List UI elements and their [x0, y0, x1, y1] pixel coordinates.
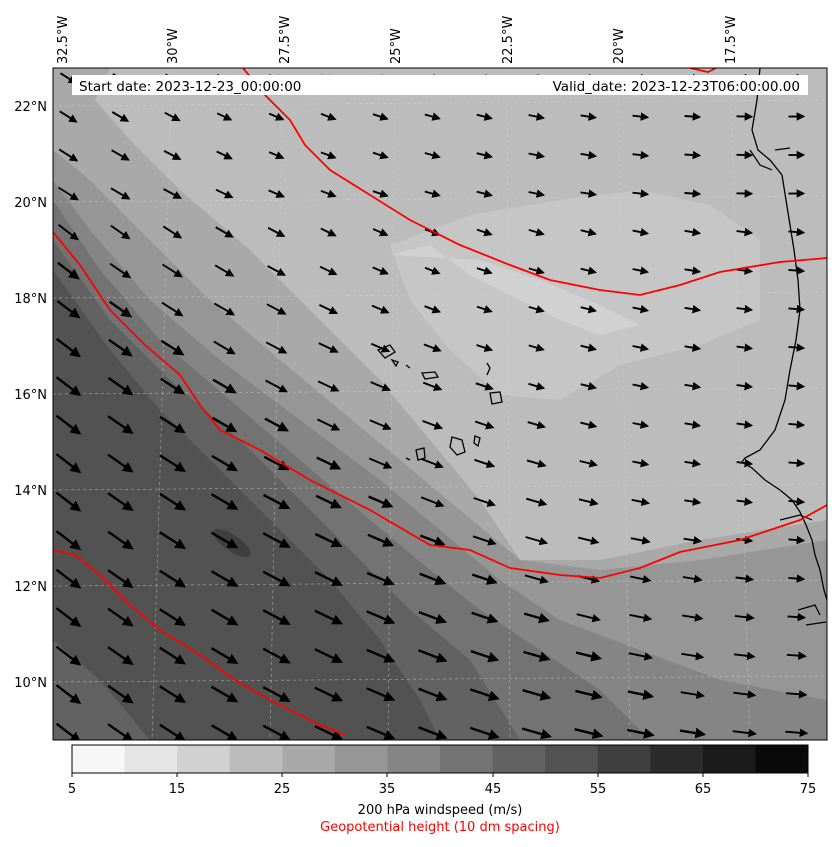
lat-label: 10°N	[14, 676, 47, 691]
wind-arrow	[789, 462, 804, 463]
colorbar-cell	[493, 745, 546, 773]
wind-arrow	[788, 616, 805, 617]
wind-arrow	[789, 347, 804, 348]
wind-arrow	[788, 578, 803, 579]
colorbar-cell	[650, 745, 703, 773]
colorbar: 5 15 25 35 45 55 65 75 200 hPa windspeed…	[68, 745, 816, 835]
start-date-label: Start date: 2023-12-23_00:00:00	[79, 79, 301, 95]
colorbar-tick-label: 55	[590, 782, 607, 797]
colorbar-label: 200 hPa windspeed (m/s)	[358, 803, 523, 818]
lat-label: 14°N	[14, 484, 47, 499]
colorbar-cell	[703, 745, 756, 773]
lat-label: 12°N	[14, 580, 47, 595]
colorbar-cell	[545, 745, 598, 773]
wind-arrow	[789, 424, 804, 425]
wind-arrow	[789, 385, 804, 386]
contour-legend-label: Geopotential height (10 dm spacing)	[320, 820, 560, 835]
colorbar-tick-label: 75	[800, 782, 817, 797]
lon-label: 17.5°W	[724, 16, 739, 64]
valid-date-label: Valid_date: 2023-12-23T06:00:00.00	[553, 79, 800, 95]
wind-arrow	[789, 270, 804, 271]
lon-label: 30°W	[166, 28, 181, 64]
colorbar-cell	[177, 745, 230, 773]
lon-label: 22.5°W	[501, 16, 516, 64]
wind-arrow	[685, 155, 700, 156]
colorbar-cells	[72, 745, 809, 773]
lat-label: 20°N	[14, 196, 47, 211]
lon-label: 27.5°W	[278, 16, 293, 64]
colorbar-cell	[598, 745, 651, 773]
colorbar-tick-label: 65	[695, 782, 712, 797]
map-panel: Start date: 2023-12-23_00:00:00 Valid_da…	[53, 68, 827, 741]
lat-label: 18°N	[14, 292, 47, 307]
colorbar-cell	[387, 745, 440, 773]
colorbar-tick-label: 45	[485, 782, 502, 797]
colorbar-tick-label: 5	[68, 782, 76, 797]
latitude-labels: 22°N 20°N 18°N 16°N 14°N 12°N 10°N	[14, 100, 47, 691]
colorbar-ticks: 5 15 25 35 45 55 65 75	[68, 773, 816, 797]
colorbar-cell	[335, 745, 388, 773]
colorbar-tick-label: 15	[169, 782, 186, 797]
lat-label: 22°N	[14, 100, 47, 115]
colorbar-cell	[755, 745, 808, 773]
lon-label: 25°W	[389, 28, 404, 64]
lon-label: 32.5°W	[56, 16, 71, 64]
longitude-labels: 32.5°W 30°W 27.5°W 25°W 22.5°W 20°W 17.5…	[56, 16, 739, 64]
wind-arrow	[685, 116, 700, 117]
colorbar-cell	[72, 745, 125, 773]
colorbar-cell	[230, 745, 283, 773]
wind-arrow	[685, 193, 700, 194]
lat-label: 16°N	[14, 388, 47, 403]
colorbar-tick-label: 35	[379, 782, 396, 797]
colorbar-cell	[440, 745, 493, 773]
lon-label: 20°W	[612, 28, 627, 64]
wind-arrow	[789, 539, 804, 540]
wind-arrow	[789, 501, 804, 502]
wind-arrow	[789, 308, 804, 309]
colorbar-cell	[125, 745, 178, 773]
colorbar-tick-label: 25	[274, 782, 291, 797]
colorbar-cell	[282, 745, 335, 773]
